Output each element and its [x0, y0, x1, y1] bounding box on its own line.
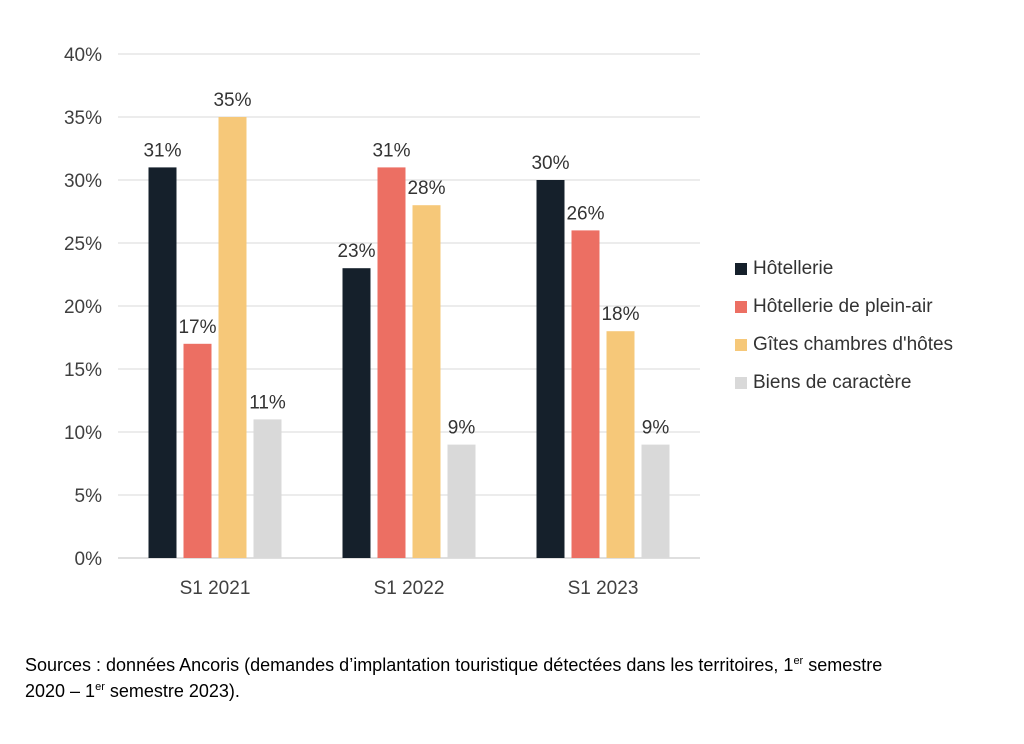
legend-item-plein-air: Hôtellerie de plein-air: [735, 288, 1015, 326]
bars: [148, 117, 670, 558]
y-tick-label: 0%: [75, 549, 103, 570]
legend-label: Hôtellerie de plein-air: [753, 296, 933, 317]
bar-chart: 0% 5% 10% 15% 20% 25% 30% 35% 40% 31% 17% 35% 11% 23…: [64, 45, 700, 599]
y-tick-label: 25%: [64, 234, 102, 255]
bar: [412, 205, 441, 558]
bar: [641, 444, 670, 558]
bar: [218, 117, 247, 558]
bar: [377, 167, 406, 558]
x-tick-label: S1 2022: [374, 578, 445, 599]
y-tick-label: 10%: [64, 423, 102, 444]
data-label: 23%: [337, 241, 375, 262]
data-label: 17%: [178, 317, 216, 338]
data-label: 31%: [372, 140, 410, 161]
y-tick-label: 20%: [64, 297, 102, 318]
y-tick-label: 5%: [75, 486, 103, 507]
data-label: 26%: [566, 203, 604, 224]
y-tick-label: 15%: [64, 360, 102, 381]
data-label: 30%: [531, 153, 569, 174]
source-text-2: semestre 2020 – 1: [25, 655, 883, 701]
data-label: 31%: [143, 140, 181, 161]
source-text-3: semestre 2023).: [104, 681, 240, 701]
data-labels: 31% 17% 35% 11% 23% 31% 28% 9% 30% 26% 18% 9%: [143, 90, 669, 439]
legend-item-gites: Gîtes chambres d'hôtes: [735, 326, 1015, 364]
bar: [342, 268, 371, 558]
gridlines: [118, 53, 700, 559]
data-label: 11%: [249, 392, 286, 413]
legend-swatch: [735, 377, 747, 389]
data-label: 35%: [213, 90, 251, 111]
source-note: Sources : données Ancoris (demandes d’im…: [25, 652, 925, 704]
bar: [606, 331, 635, 558]
legend-item-biens-caractere: Biens de caractère: [735, 364, 1015, 402]
y-tick-label: 35%: [64, 108, 102, 129]
x-tick-label: S1 2023: [568, 578, 639, 599]
source-text-1: Sources : données Ancoris (demandes d’im…: [25, 655, 794, 675]
legend-swatch: [735, 263, 747, 275]
legend-label: Hôtellerie: [753, 258, 834, 279]
superscript: er: [95, 681, 105, 693]
bar: [536, 180, 565, 558]
x-tick-label: S1 2021: [180, 578, 251, 599]
legend-label: Gîtes chambres d'hôtes: [753, 334, 954, 355]
legend-label: Biens de caractère: [753, 372, 912, 393]
bar: [253, 419, 282, 558]
bar: [183, 343, 212, 558]
bar: [447, 444, 476, 558]
data-label: 28%: [407, 178, 445, 199]
data-label: 9%: [448, 418, 476, 439]
legend-swatch: [735, 339, 747, 351]
bar: [148, 167, 177, 558]
data-label: 9%: [642, 418, 670, 439]
y-axis-ticks: 0% 5% 10% 15% 20% 25% 30% 35% 40%: [64, 45, 102, 570]
superscript: er: [793, 655, 804, 667]
legend: Hôtellerie Hôtellerie de plein-air Gîtes…: [735, 250, 1015, 402]
data-label: 18%: [601, 304, 639, 325]
bar: [571, 230, 600, 558]
y-tick-label: 40%: [64, 45, 102, 66]
x-axis-ticks: S1 2021 S1 2022 S1 2023: [180, 578, 639, 599]
legend-swatch: [735, 301, 747, 313]
y-tick-label: 30%: [64, 171, 102, 192]
legend-item-hotellerie: Hôtellerie: [735, 250, 1015, 288]
